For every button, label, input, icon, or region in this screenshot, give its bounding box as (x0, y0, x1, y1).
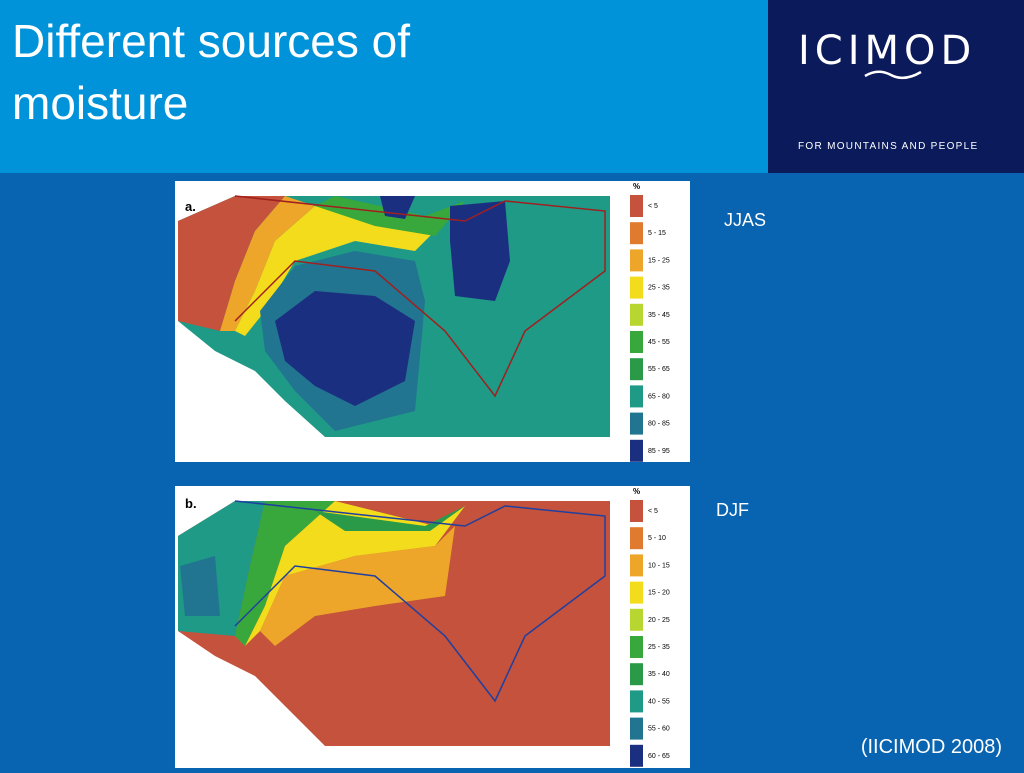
legend-swatch (630, 663, 643, 686)
legend-swatch (630, 500, 643, 522)
map: a. % < 5 5 - 15 15 - 25 25 - 35 35 - 45 45 - 5… (178, 182, 670, 462)
legend-label: 40 - 55 (648, 698, 670, 705)
legend-swatch (630, 331, 643, 353)
legend-label: < 5 (648, 203, 658, 210)
legend-swatch (630, 744, 643, 767)
legend-swatch (630, 554, 643, 577)
legend-label: 35 - 45 (648, 312, 670, 319)
legend-swatch (630, 195, 643, 217)
legend-label: 45 - 55 (648, 339, 670, 346)
legend-label: 55 - 65 (648, 366, 670, 373)
title-line: moisture (12, 77, 189, 129)
legend-swatch (630, 412, 643, 435)
logo-name: ICIMOD (798, 28, 977, 74)
title-line: Different sources of (12, 15, 411, 67)
season-label: JJAS (724, 210, 767, 230)
legend-label: 80 - 85 (648, 421, 670, 428)
title: Different sources of moisture (12, 10, 410, 134)
legend-label: 65 - 80 (648, 393, 670, 400)
logo-tagline: FOR MOUNTAINS AND PEOPLE (798, 141, 979, 152)
legend-label: 85 - 95 (648, 448, 670, 455)
legend-swatch (630, 581, 643, 604)
legend-swatch (630, 276, 643, 299)
map: b. % < 5 5 - 10 10 - 15 15 - 20 20 - 25 25 - 3… (178, 487, 670, 767)
legend-label: 15 - 25 (648, 257, 670, 264)
legend-title: % (633, 487, 640, 496)
legend-swatch (630, 303, 643, 326)
legend-swatch (630, 527, 643, 550)
legend-label: 25 - 35 (648, 644, 670, 651)
legend-swatch (630, 439, 643, 462)
legend-swatch (630, 636, 643, 658)
legend-swatch (630, 249, 643, 272)
legend-swatch (630, 358, 643, 381)
legend-swatch (630, 608, 643, 631)
citation: (IICIMOD 2008) (860, 736, 1002, 758)
legend-swatch (630, 690, 643, 713)
legend-label: 35 - 40 (648, 671, 670, 678)
legend-label: 25 - 35 (648, 285, 670, 292)
map-panel: a. % < 5 5 - 15 15 - 25 25 - 35 35 - 45 45 - 5… (175, 181, 690, 462)
legend-label: 5 - 15 (648, 230, 666, 237)
legend-label: 10 - 15 (648, 562, 670, 569)
legend-label: < 5 (648, 508, 658, 515)
legend-label: 60 - 65 (648, 753, 670, 760)
legend-label: 5 - 10 (648, 535, 666, 542)
legend-swatch (630, 717, 643, 740)
legend-label: 20 - 25 (648, 617, 670, 624)
header: Different sources of moisture (0, 0, 768, 173)
season-label: DJF (716, 500, 749, 520)
legend-title: % (633, 182, 640, 191)
legend-label: 55 - 60 (648, 726, 670, 733)
map-panel: b. % < 5 5 - 10 10 - 15 15 - 20 20 - 25 25 - 3… (175, 486, 690, 768)
panel-letter: b. (185, 496, 197, 511)
legend-swatch (630, 385, 643, 408)
legend-swatch (630, 222, 643, 245)
logo: ICIMOD FOR MOUNTAINS AND PEOPLE (768, 0, 1024, 173)
legend-label: 15 - 20 (648, 590, 670, 597)
logo-wave (864, 70, 922, 80)
panel-letter: a. (185, 199, 196, 214)
